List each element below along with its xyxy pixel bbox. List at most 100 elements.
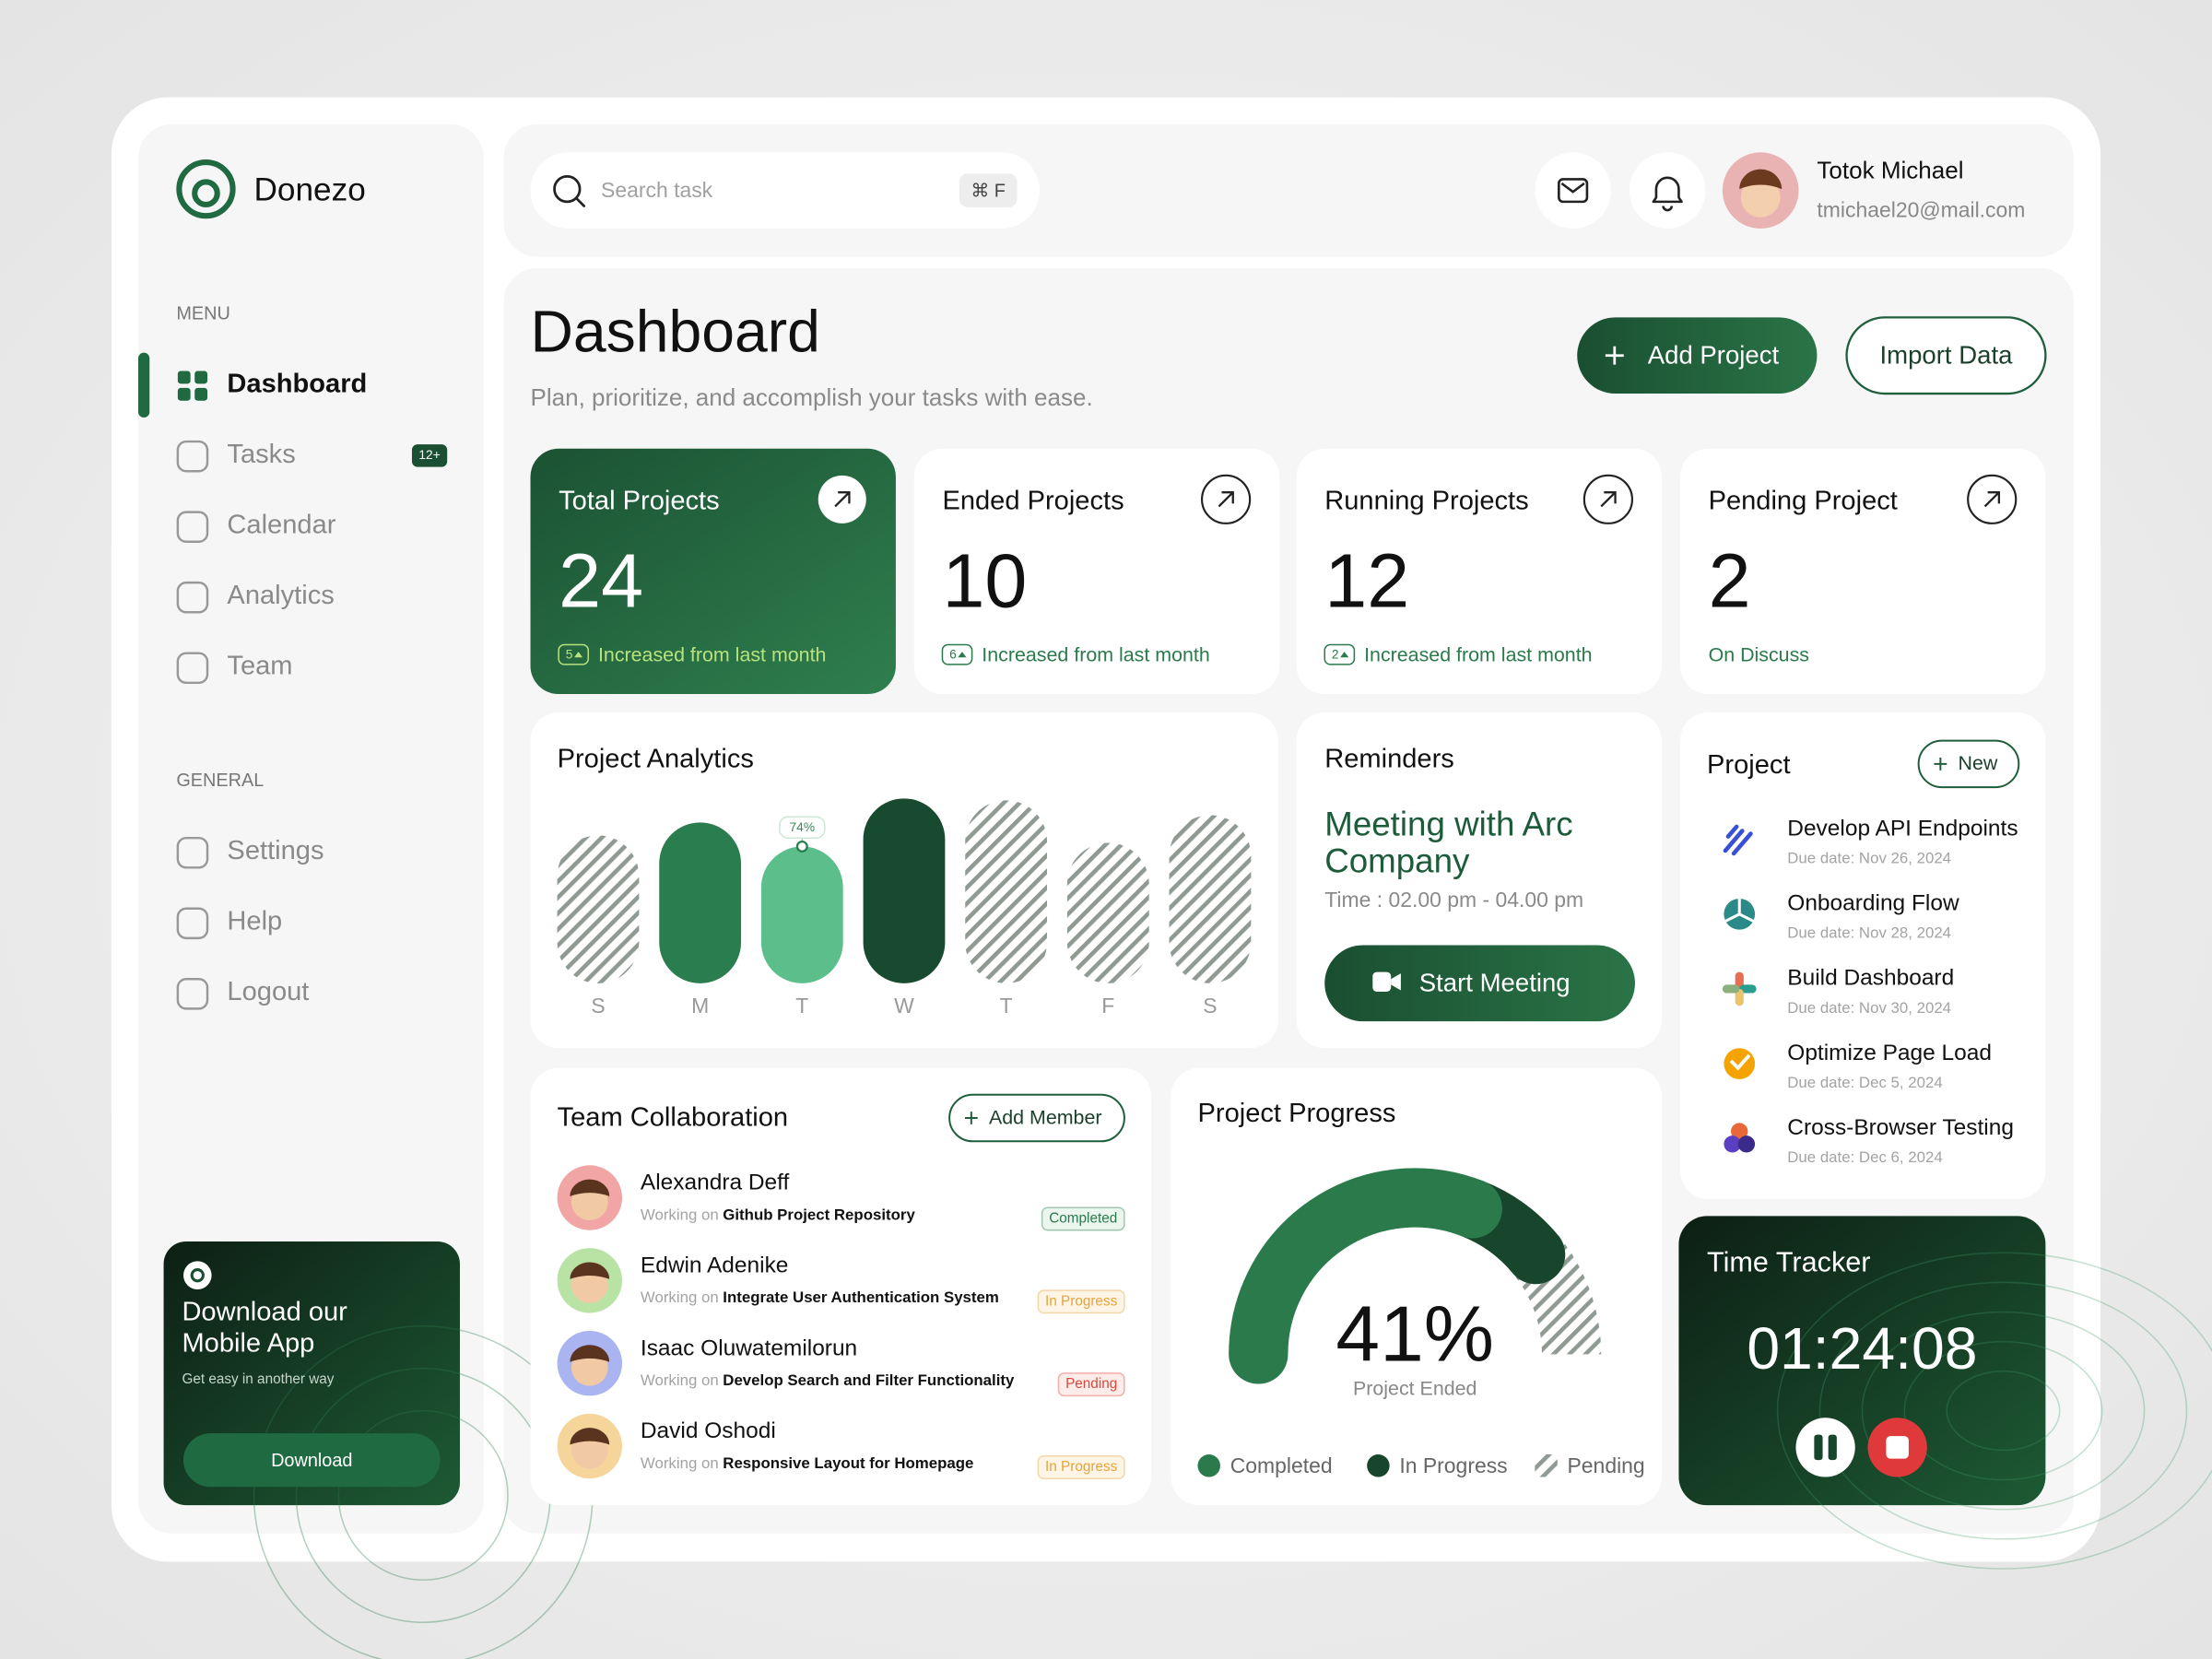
nav-label: Analytics <box>227 581 334 610</box>
day-label: S <box>1203 994 1217 1018</box>
nav-item[interactable]: Team <box>176 652 293 685</box>
stat-card[interactable]: Pending Project 2 On Discuss <box>1679 448 2046 695</box>
member-task: Working on Develop Search and Filter Func… <box>641 1372 1015 1390</box>
timer-deco <box>1818 1281 2188 1540</box>
task-prefix: Working on <box>641 1372 719 1390</box>
general-heading: GENERAL <box>176 771 264 791</box>
pause-button[interactable] <box>1795 1418 1855 1477</box>
avatar-hair <box>1739 169 1783 190</box>
nav-item[interactable]: Help <box>176 907 282 940</box>
stat-card[interactable]: Running Projects 12 2 Increased from last m… <box>1296 448 1663 695</box>
member-name: Alexandra Deff <box>641 1171 790 1195</box>
project-icon <box>1724 899 1755 923</box>
analytics-bar <box>557 835 640 983</box>
shortcut-bg <box>959 173 1018 207</box>
nav-item[interactable]: Dashboard <box>138 352 367 418</box>
stat-card[interactable]: Total Projects 24 5 Increased from last mon… <box>530 448 896 695</box>
active-indicator <box>138 352 150 418</box>
nav-label: Settings <box>227 836 324 865</box>
download-button[interactable]: Download <box>182 1433 441 1488</box>
stat-label: Total Projects <box>559 487 720 516</box>
project-due: Due date: Dec 6, 2024 <box>1787 1148 1942 1166</box>
team-member[interactable]: Edwin Adenike Working on Integrate User Au… <box>557 1248 1125 1314</box>
delta-arrow <box>1340 652 1349 658</box>
project-icon <box>1724 1135 1741 1153</box>
nav-icon <box>176 836 209 869</box>
project-item[interactable]: Develop API Endpoints Due date: Nov 26, 2… <box>1723 816 2018 867</box>
legend-label: In Progress <box>1399 1453 1507 1477</box>
project-item[interactable]: Optimize Page Load Due date: Dec 5, 2024 <box>1724 1041 1992 1091</box>
team-card: Team Collaboration <box>530 1067 1151 1506</box>
card-bg <box>1171 1067 1663 1506</box>
search-box[interactable]: Search task ⌘ F <box>530 152 1041 229</box>
nav-item[interactable]: Tasks 12+ <box>176 440 448 473</box>
value-dot <box>795 840 808 853</box>
promo-icon-core <box>190 1268 205 1283</box>
project-item[interactable]: Build Dashboard Due date: Nov 30, 2024 <box>1722 966 1954 1017</box>
stat-value: 2 <box>1709 538 1751 624</box>
user-profile[interactable]: Totok Michael tmichael20@mail.com <box>1722 152 2026 229</box>
team-member[interactable]: Isaac Oluwatemilorun Working on Develop Se… <box>557 1330 1125 1397</box>
button-bg <box>1324 945 1635 1022</box>
task-prefix: Working on <box>641 1289 719 1307</box>
page-title: Dashboard <box>531 298 820 364</box>
card-bg <box>530 1067 1151 1506</box>
menu-heading: MENU <box>176 304 230 324</box>
analytics-bar <box>863 798 946 983</box>
card-bg <box>1679 448 2046 695</box>
mail-button[interactable] <box>1535 152 1611 229</box>
nav-item[interactable]: Calendar <box>176 511 336 543</box>
start-meeting-button[interactable]: Start Meeting <box>1324 945 1635 1022</box>
status-label: In Progress <box>1045 1459 1118 1475</box>
gauge-segment <box>1229 1168 1502 1384</box>
avatar-face <box>1740 177 1781 218</box>
task-name: Github Project Repository <box>723 1206 915 1224</box>
nav-label: Dashboard <box>227 370 367 399</box>
stat-note: Increased from last month <box>1364 643 1592 665</box>
import-data-button[interactable]: Import Data <box>1845 316 2047 395</box>
nav-label: Help <box>227 907 282 936</box>
button-bg <box>182 1433 441 1488</box>
nav-item[interactable]: Settings <box>176 836 324 869</box>
new-project-button[interactable]: New <box>1917 739 2020 789</box>
status-badge <box>1037 1289 1125 1314</box>
plus-icon <box>1934 757 1947 771</box>
legend-swatch <box>1535 1454 1558 1477</box>
button-label: Add Member <box>989 1106 1102 1128</box>
button-label: Add Project <box>1648 341 1780 370</box>
search-bg <box>530 152 1041 229</box>
legend-swatch <box>1367 1454 1390 1477</box>
status-label: Pending <box>1065 1376 1117 1392</box>
project-icon <box>1723 824 1753 856</box>
member-hair <box>570 1345 610 1362</box>
status-badge <box>1057 1372 1125 1397</box>
stat-card[interactable]: Ended Projects 10 6 Increased from last mon… <box>913 448 1280 695</box>
card-title: Project Analytics <box>558 745 754 774</box>
nav-label: Calendar <box>227 511 335 540</box>
nav-label: Logout <box>227 977 309 1006</box>
project-item[interactable]: Onboarding Flow Due date: Nov 28, 2024 <box>1724 891 1959 942</box>
add-member-button[interactable]: Add Member <box>948 1093 1125 1143</box>
nav-label: Tasks <box>227 440 295 469</box>
day-label: T <box>1000 994 1013 1018</box>
arrow-button <box>1201 474 1252 524</box>
team-member[interactable]: Alexandra Deff Working on Github Project R… <box>557 1165 1125 1231</box>
legend-item: Completed <box>1197 1453 1333 1477</box>
team-member[interactable]: David Oshodi Working on Responsive Layout … <box>557 1413 1125 1479</box>
nav-item[interactable]: Logout <box>176 977 310 1010</box>
promo-title: Mobile App <box>182 1328 314 1358</box>
nav-item[interactable]: Analytics <box>176 581 335 614</box>
notification-button[interactable] <box>1629 152 1706 229</box>
nav-icon <box>176 652 209 685</box>
add-project-button[interactable]: Add Project <box>1577 317 1818 394</box>
plus-icon <box>964 1112 978 1124</box>
card-bg <box>913 448 1280 695</box>
promo-title: Download our <box>182 1298 347 1327</box>
stop-button[interactable] <box>1867 1418 1927 1477</box>
button-label: Download <box>271 1451 352 1471</box>
project-name: Cross-Browser Testing <box>1787 1115 2014 1140</box>
project-item[interactable]: Cross-Browser Testing Due date: Dec 6, 20… <box>1724 1115 2014 1166</box>
stat-note: Increased from last month <box>598 643 826 665</box>
project-due: Due date: Nov 28, 2024 <box>1787 924 1951 942</box>
day-label: S <box>591 994 605 1018</box>
